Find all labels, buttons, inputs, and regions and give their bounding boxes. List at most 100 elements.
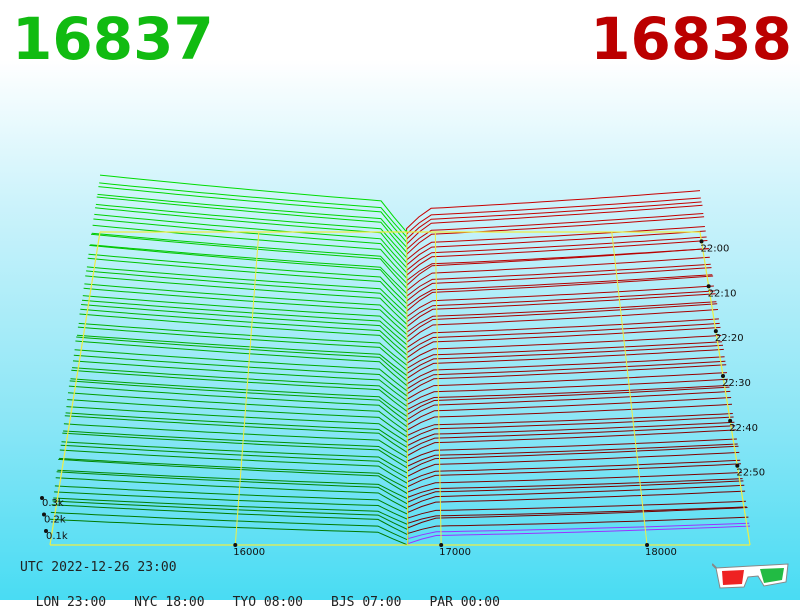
bid-depth-line <box>66 406 408 444</box>
ask-depth-line <box>406 236 707 271</box>
ask-depth-line <box>406 267 712 302</box>
bid-depth-line <box>56 471 409 505</box>
ask-depth-line <box>406 274 713 307</box>
ask-depth-line <box>406 240 708 276</box>
bid-depth-line <box>99 174 408 234</box>
ask-depth-line <box>406 403 733 431</box>
depth-tick-label: 0.2k <box>44 515 66 526</box>
ask-depth-line <box>407 445 739 472</box>
bid-depth-line <box>95 203 408 259</box>
ask-depth-line <box>406 285 714 318</box>
ask-depth-line <box>406 213 704 251</box>
ask-depth-line <box>406 443 738 467</box>
bid-depth-line <box>87 257 408 311</box>
bid-depth-line <box>74 349 408 393</box>
depth-tick-dot <box>40 496 44 500</box>
ask-depth-line <box>407 500 746 519</box>
bid-depth-line <box>92 224 408 280</box>
bid-depth-line <box>77 326 408 372</box>
depth-tick-label: 0.1k <box>46 531 68 542</box>
bid-depth-line <box>89 244 408 300</box>
bid-depth-line <box>90 244 408 295</box>
bid-depth-line <box>55 477 409 510</box>
timezone-par: PAR 00:00 <box>429 595 500 610</box>
grid-price-line <box>234 231 260 546</box>
grid-mid-line <box>406 231 409 546</box>
utc-timestamp: UTC 2022-12-26 23:00 <box>20 560 177 575</box>
bid-depth-line <box>80 308 408 357</box>
bid-depth-line <box>60 444 408 480</box>
bid-depth-line <box>76 334 408 377</box>
ask-depth-line <box>406 384 729 411</box>
bid-depth-line <box>84 283 408 331</box>
ask-depth-line <box>406 344 724 375</box>
bid-depth-line <box>62 432 408 469</box>
bid-depth-line <box>97 193 408 249</box>
price-tick-dot <box>645 543 650 547</box>
bid-depth-line <box>76 336 408 382</box>
bid-depth-line <box>64 415 408 454</box>
time-tick-label: 22:50 <box>736 468 765 479</box>
3d-glasses-icon[interactable] <box>712 560 792 592</box>
ask-depth-line <box>406 197 701 236</box>
depth-tick-dot <box>44 529 48 533</box>
bid-depth-line <box>85 275 408 326</box>
bid-depth-line <box>82 295 408 341</box>
ask-depth-line <box>406 372 728 400</box>
ask-depth-line <box>407 480 744 503</box>
ask-depth-line <box>407 507 748 529</box>
order-book-depth-chart: 16000 17000 18000 0.1k 0.2k 0.3k 22:00 22:10 22:… <box>40 174 765 558</box>
ask-depth-line <box>406 322 720 354</box>
ask-depth-line <box>406 309 719 343</box>
time-tick-dot <box>699 239 704 244</box>
ask-depth-line <box>406 263 711 297</box>
price-tick-label: 16000 <box>233 547 265 558</box>
ask-depth-line <box>406 326 721 359</box>
ask-depth-line <box>406 413 733 437</box>
ask-depth-line <box>406 348 724 380</box>
time-tick-dot <box>735 463 740 468</box>
bid-depth-line <box>86 266 408 316</box>
time-tick-dot <box>728 418 733 423</box>
bid-depth-line <box>96 196 408 254</box>
bid-depth-line <box>65 412 408 449</box>
depth-tick-dot <box>42 512 46 517</box>
ask-depth-line <box>406 226 705 261</box>
bid-depth-line <box>98 186 408 244</box>
bid-depth-line <box>83 287 408 336</box>
bid-depth-line <box>50 511 409 541</box>
time-tick-label: 22:00 <box>701 243 730 254</box>
ask-depth-line <box>406 303 718 338</box>
ask-depth-line <box>407 451 740 478</box>
bid-depth-line <box>67 392 408 434</box>
bid-depth-line <box>51 504 409 536</box>
bid-depth-line <box>78 322 408 367</box>
ask-depth-line <box>406 397 732 426</box>
bid-depth-line <box>79 313 408 362</box>
bid-depth-line <box>73 354 408 398</box>
chart-grid <box>49 231 751 546</box>
grid-price-line <box>434 231 442 546</box>
ask-depth-line <box>406 290 715 323</box>
depth-layers <box>49 174 751 546</box>
time-tick-label: 22:30 <box>722 378 751 389</box>
ask-depth-line <box>406 390 731 421</box>
grid-right-edge <box>699 231 751 546</box>
ask-depth-line <box>406 256 710 292</box>
price-tick-dot <box>233 543 238 547</box>
price-tick-label: 17000 <box>439 547 471 558</box>
timezone-nyc: NYC 18:00 <box>134 595 205 610</box>
time-tick-dot <box>713 329 718 334</box>
ask-depth-line <box>407 472 742 493</box>
ask-depth-line <box>406 438 737 462</box>
time-tick-label: 22:40 <box>729 423 758 434</box>
bid-depth-line <box>69 380 408 423</box>
bid-depth-line <box>63 423 408 459</box>
time-tick-dot <box>706 284 711 289</box>
ask-depth-line <box>406 356 725 385</box>
ask-price: 16838 <box>590 5 792 73</box>
bid-depth-line <box>88 253 408 305</box>
time-tick-dot <box>721 373 725 378</box>
bid-depth-line <box>63 430 408 464</box>
depth-tick-label: 0.3k <box>42 498 64 509</box>
